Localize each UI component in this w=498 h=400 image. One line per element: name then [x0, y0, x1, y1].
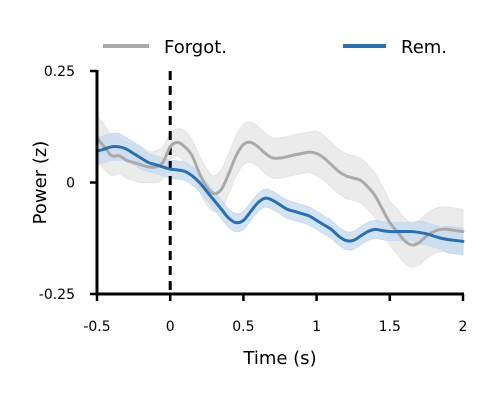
y-tick-label-0: -0.25	[39, 287, 75, 303]
x-axis-label: Time (s)	[242, 348, 316, 369]
x-tick-label-5: 2	[459, 319, 468, 335]
x-tick-label-2: 0.5	[232, 319, 254, 335]
confidence-bands	[96, 114, 464, 268]
x-tick-label-0: -0.5	[83, 319, 110, 335]
axes: -0.5 0 0.5 1 1.5 2 -0.25 0 0.25 Time (s) Power (z)	[30, 64, 467, 369]
x-tick-label-1: 0	[166, 319, 175, 335]
series-line-1	[95, 145, 465, 243]
series-band-1	[96, 132, 464, 256]
y-axis-label: Power (z)	[30, 141, 51, 225]
legend: Forgot. Rem.	[103, 37, 447, 58]
y-tick-label-1: 0	[66, 176, 75, 192]
series-lines	[95, 136, 465, 247]
x-tick-label-3: 1	[312, 319, 321, 335]
legend-label-0: Forgot.	[164, 37, 227, 58]
y-tick-label-2: 0.25	[44, 64, 75, 80]
x-tick-label-4: 1.5	[379, 319, 401, 335]
legend-label-1: Rem.	[401, 37, 447, 58]
